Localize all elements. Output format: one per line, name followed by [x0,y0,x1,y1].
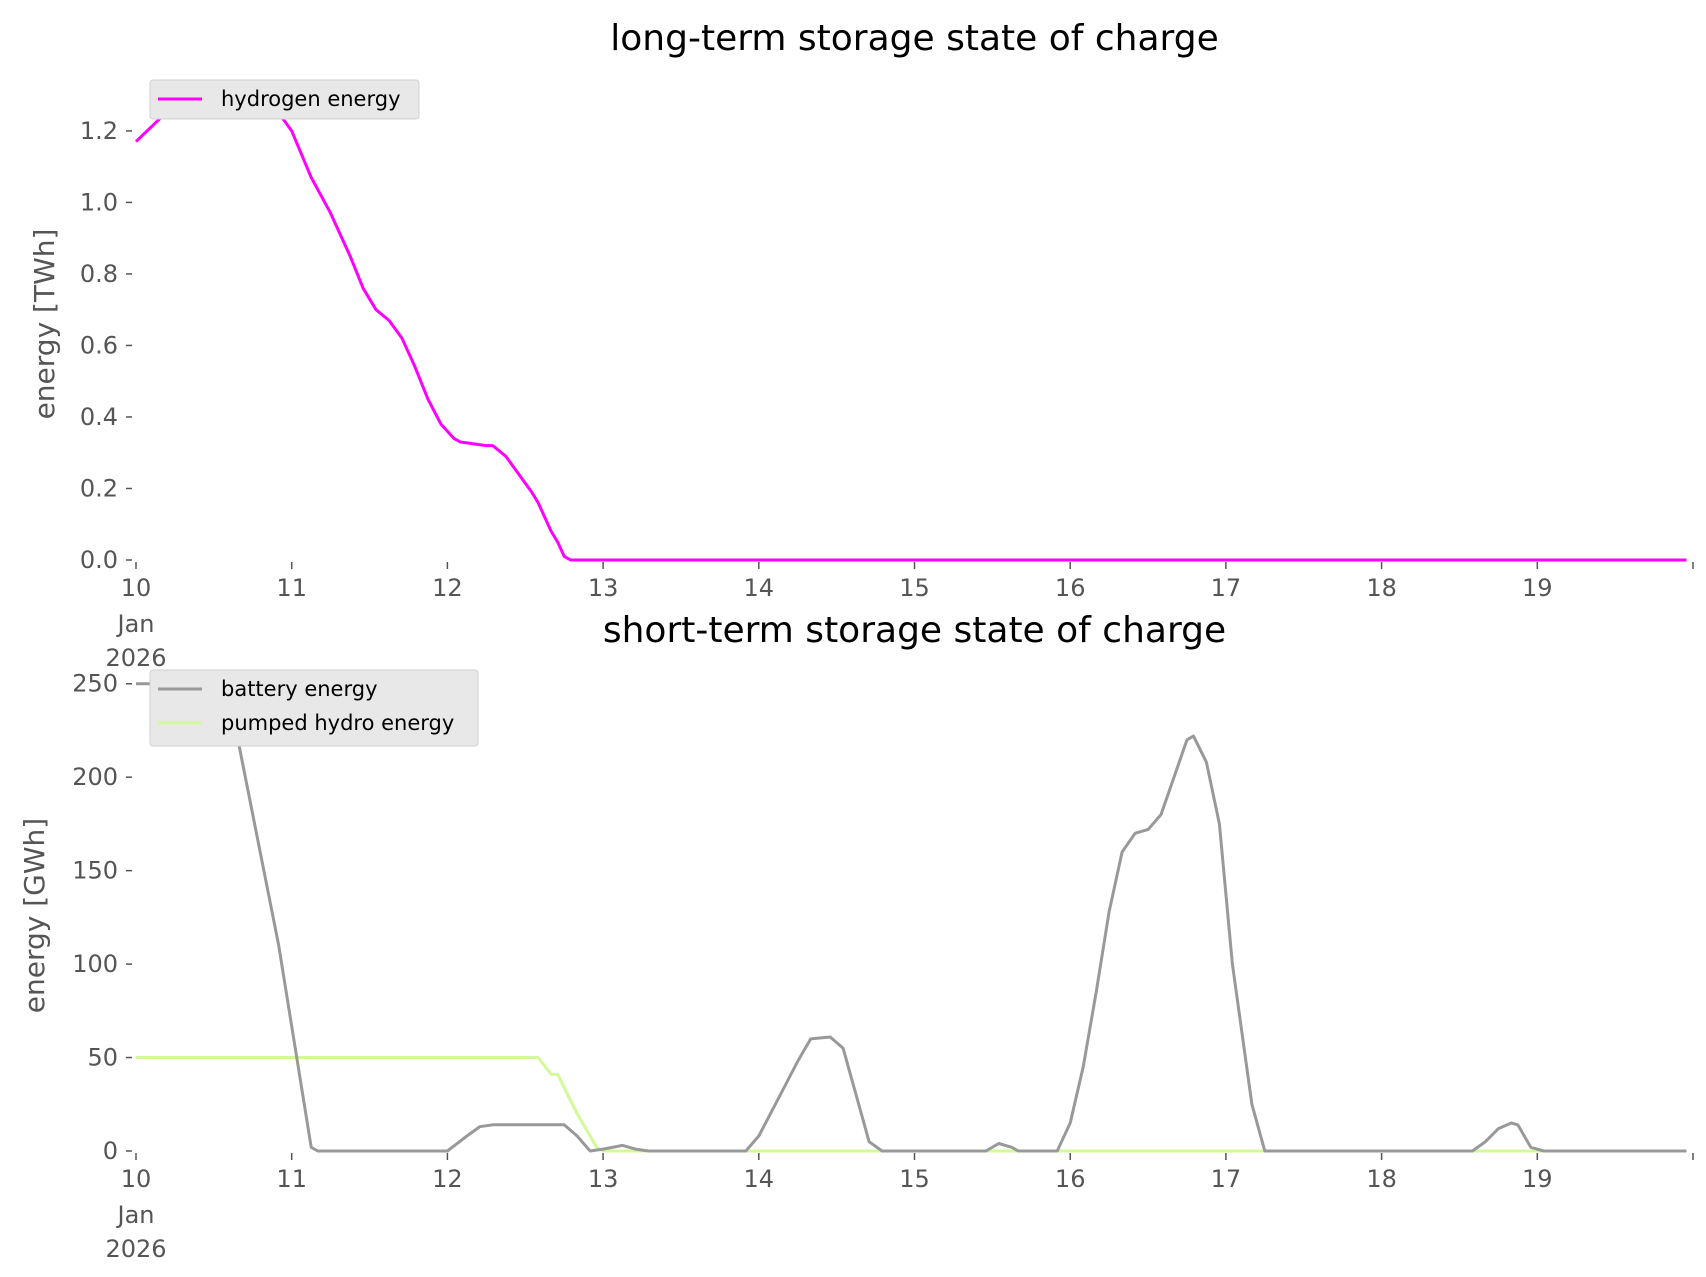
y-tick-label: 1.0 [80,188,118,216]
series-line-battery-energy [136,682,1687,1153]
x-tick-label: 15 [899,1165,930,1193]
y-tick-label: 200 [72,763,118,791]
x-tick-label: 11 [276,1165,307,1193]
x-tick-label: 18 [1366,574,1397,602]
y-tick-label: 0.6 [80,331,118,359]
legend-label: hydrogen energy [221,87,401,111]
x-tick-label: 13 [588,574,619,602]
x-tick-label: 17 [1211,1165,1242,1193]
y-tick-label: 0.0 [80,546,118,574]
x-tick-label: 18 [1366,1165,1397,1193]
y-tick-label: 0 [103,1137,118,1165]
chart-title: long-term storage state of charge [610,18,1218,59]
x-tick-sublabel: 2026 [105,644,166,672]
x-tick-label: 19 [1522,574,1553,602]
legend: hydrogen energy [149,79,420,120]
x-tick-label: 13 [588,1165,619,1193]
x-tick-label: 11 [276,574,307,602]
x-tick-label: 19 [1522,1165,1553,1193]
legend-label: pumped hydro energy [221,711,454,735]
legend-label: battery energy [221,677,378,701]
x-tick-label: 10 [121,574,152,602]
legend-box [149,79,420,120]
chart-title: short-term storage state of charge [603,610,1226,651]
legend-box [149,669,479,747]
y-tick-label: 0.2 [80,474,118,502]
y-tick-label: 50 [87,1044,118,1072]
x-tick-label: 12 [432,574,463,602]
x-tick-sublabel: Jan [116,1201,155,1229]
y-tick-label: 100 [72,950,118,978]
y-tick-label: 150 [72,857,118,885]
x-tick-label: 17 [1211,574,1242,602]
long-term-storage-chart: long-term storage state of charge energy … [28,18,1694,672]
x-tick-label: 10 [121,1165,152,1193]
y-tick-label: 1.2 [80,117,118,145]
x-tick-label: 14 [744,1165,775,1193]
y-tick-label: 250 [72,670,118,698]
x-tick-sublabel: 2026 [105,1235,166,1263]
y-axis-label: energy [TWh] [28,229,61,420]
short-term-storage-chart: short-term storage state of charge energy… [18,610,1694,1263]
x-tick-label: 16 [1055,574,1086,602]
x-tick-label: 14 [744,574,775,602]
y-tick-label: 0.4 [80,403,118,431]
y-tick-label: 0.8 [80,260,118,288]
x-tick-label: 15 [899,574,930,602]
x-tick-sublabel: Jan [116,610,155,638]
x-tick-label: 12 [432,1165,463,1193]
x-tick-label: 16 [1055,1165,1086,1193]
y-axis-label: energy [GWh] [18,818,51,1013]
legend: battery energy pumped hydro energy [149,669,479,747]
